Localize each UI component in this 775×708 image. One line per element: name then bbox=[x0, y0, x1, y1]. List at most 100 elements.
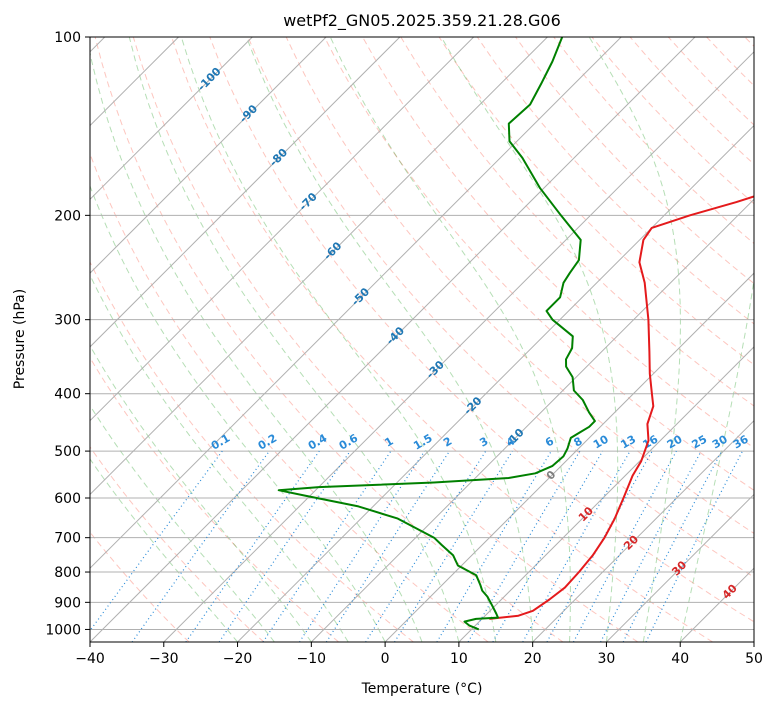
moist-adiabat bbox=[90, 458, 238, 642]
dry-adiabat bbox=[362, 37, 754, 449]
mixing-ratio-label: 6 bbox=[543, 434, 556, 449]
mixing-ratio-line bbox=[522, 450, 631, 642]
dry-adiabat bbox=[90, 152, 489, 642]
dry-adiabat bbox=[629, 37, 754, 165]
dry-adiabat bbox=[171, 37, 713, 642]
dry-adiabat bbox=[323, 37, 754, 491]
chart-title: wetPf2_GN05.2025.359.21.28.G06 bbox=[283, 11, 561, 31]
x-tick-label: 40 bbox=[671, 651, 689, 667]
y-tick-label: 300 bbox=[54, 313, 81, 329]
dry-adiabat bbox=[90, 446, 265, 642]
dry-adiabat bbox=[515, 37, 754, 285]
dry-adiabat bbox=[438, 37, 754, 366]
isotherm-gridline bbox=[90, 37, 327, 274]
mixing-ratio-label: 0.1 bbox=[209, 432, 232, 453]
mixing-ratio-line bbox=[299, 450, 426, 642]
moist-adiabat bbox=[679, 37, 754, 642]
y-tick-label: 100 bbox=[54, 30, 81, 46]
y-axis-label: Pressure (hPa) bbox=[12, 289, 28, 389]
y-tick-label: 200 bbox=[54, 208, 81, 224]
mixing-ratio-label: 3 bbox=[477, 435, 490, 450]
y-tick-label: 900 bbox=[54, 595, 81, 611]
x-tick-label: 0 bbox=[381, 651, 390, 667]
dry-adiabat bbox=[476, 37, 754, 325]
mixing-ratio-label: 30 bbox=[710, 432, 730, 451]
x-tick-label: −10 bbox=[297, 651, 327, 667]
mixing-ratio-line bbox=[218, 450, 351, 642]
dry-adiabat bbox=[132, 37, 639, 642]
isotherm-gridline bbox=[90, 37, 548, 496]
mixing-ratio-label: 10 bbox=[591, 432, 611, 451]
isotherm-gridline bbox=[532, 419, 754, 642]
moist-adiabat bbox=[128, 37, 460, 642]
y-axis: 100 200 300 400 500 600 700 800 900 1000 bbox=[45, 30, 90, 638]
mixing-ratio-label: 0.4 bbox=[306, 431, 330, 452]
dewpoint-profile-line bbox=[277, 37, 596, 631]
moist-adiabat bbox=[90, 404, 275, 642]
plot-frame bbox=[89, 36, 755, 643]
dry-adiabat bbox=[90, 531, 190, 642]
mixing-ratio-label: 20 bbox=[665, 432, 685, 451]
dry-adiabat bbox=[706, 37, 754, 87]
dry-adiabat bbox=[591, 37, 754, 205]
dry-adiabat bbox=[90, 356, 339, 642]
isotherm-gridline bbox=[753, 641, 754, 642]
x-axis: −40 −30 −20 −10 0 10 20 30 40 50 bbox=[75, 642, 763, 667]
isotherm-gridline bbox=[679, 567, 754, 642]
dry-adiabat bbox=[209, 37, 754, 623]
isotherm-gridline bbox=[90, 37, 696, 642]
moist-adiabat bbox=[90, 184, 386, 642]
mixing-ratio-label: 36 bbox=[731, 432, 751, 451]
mixing-ratio-label: 16 bbox=[641, 432, 661, 451]
x-tick-label: 10 bbox=[450, 651, 468, 667]
isotherm-gridline bbox=[163, 51, 754, 642]
mixing-ratio-label: 25 bbox=[690, 433, 710, 452]
y-tick-label: 500 bbox=[54, 444, 81, 460]
dry-adiabat bbox=[553, 37, 754, 245]
temperature-profile-line bbox=[489, 195, 754, 620]
mixing-ratio-line bbox=[325, 450, 450, 642]
x-axis-label: Temperature (°C) bbox=[361, 681, 483, 697]
isotherm-gridline bbox=[90, 37, 475, 422]
dry-adiabat bbox=[94, 37, 564, 642]
moist-adiabat bbox=[440, 37, 619, 642]
mixing-ratio-label: 1 bbox=[383, 435, 396, 450]
mixing-ratio-label: 1.5 bbox=[411, 432, 434, 453]
moist-adiabat bbox=[180, 37, 497, 642]
mixing-ratio-label: 13 bbox=[618, 433, 638, 452]
x-tick-label: 30 bbox=[598, 651, 616, 667]
mixing-ratio-label: 0.2 bbox=[256, 432, 279, 453]
moist-adiabat bbox=[588, 37, 681, 642]
mixing-ratio-line bbox=[90, 450, 223, 632]
isotherm-gridline bbox=[237, 124, 754, 642]
moist-adiabat bbox=[90, 274, 349, 642]
isotherm-gridline bbox=[458, 346, 754, 642]
dry-adiabat bbox=[285, 37, 754, 535]
y-tick-label: 600 bbox=[54, 491, 81, 507]
mixing-ratio-line bbox=[131, 450, 270, 642]
dry-adiabat bbox=[744, 37, 754, 47]
x-tick-label: 20 bbox=[524, 651, 542, 667]
isotherm-gridline bbox=[606, 493, 754, 642]
y-tick-label: 700 bbox=[54, 531, 81, 547]
y-tick-label: 1000 bbox=[45, 622, 81, 638]
moist-adiabat bbox=[90, 344, 312, 642]
isotherm-gridline bbox=[384, 272, 754, 642]
mixing-ratio-line bbox=[546, 450, 653, 642]
mixing-ratio-line bbox=[185, 450, 320, 642]
x-tick-label: 50 bbox=[745, 651, 763, 667]
moist-adiabat bbox=[246, 37, 534, 642]
isotherm-gridline bbox=[310, 198, 754, 642]
series-layer bbox=[277, 37, 754, 631]
y-tick-label: 800 bbox=[54, 565, 81, 581]
isotherm-gridline bbox=[90, 37, 401, 348]
dry-adiabat bbox=[90, 260, 414, 642]
isotherm-gridline bbox=[90, 37, 253, 201]
x-tick-label: −20 bbox=[223, 651, 253, 667]
x-tick-label: −30 bbox=[149, 651, 179, 667]
dry-adiabat bbox=[667, 37, 754, 126]
mixing-ratio-line bbox=[262, 450, 392, 642]
isotherm-gridline bbox=[90, 37, 622, 569]
